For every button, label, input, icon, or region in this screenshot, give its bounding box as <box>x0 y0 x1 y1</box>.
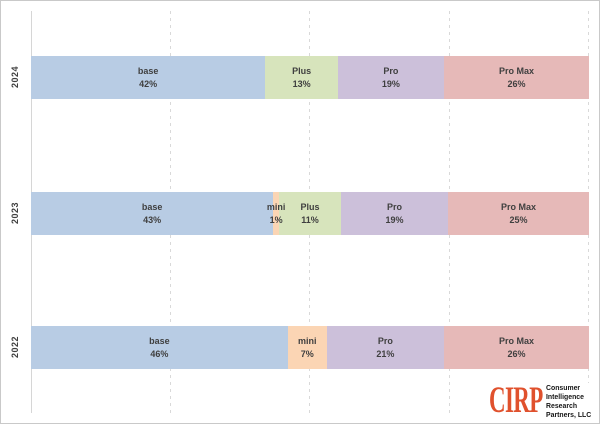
logo-text-line: Research <box>545 401 577 410</box>
segment-data-label: Plus 11% <box>300 201 319 227</box>
segment-value-label: 43% <box>143 214 162 225</box>
segment-value-label: 7% <box>300 348 314 359</box>
cirp-wordmark: CIRP <box>488 380 543 421</box>
segment-data-label: base 42% <box>138 65 159 91</box>
segment-name-label: mini <box>297 335 317 346</box>
logo-text-line: Intelligence <box>545 392 584 401</box>
segment-name-label: Pro Max <box>498 335 534 346</box>
segment-value-label: 19% <box>385 214 404 225</box>
segment-value-label: 25% <box>509 214 528 225</box>
segment-name-label: Pro <box>387 201 403 212</box>
segment-data-label: Pro Max 26% <box>499 65 534 91</box>
segment-name-label: Plus <box>292 65 312 76</box>
segment-name-label: base <box>137 65 159 76</box>
bar-segment-base: base 42% <box>31 56 266 99</box>
segment-name-label: base <box>149 335 170 346</box>
segment-data-label: mini 1% <box>267 201 286 227</box>
segment-value-label: 46% <box>150 348 169 359</box>
bar-segment-base: base 43% <box>31 192 274 235</box>
segment-data-label: Pro Max 25% <box>501 201 536 227</box>
segment-value-label: 13% <box>292 78 311 89</box>
bar-row-2022: base 46% mini 7% Pro 21% Pro Max 26% <box>31 326 590 369</box>
segment-data-label: base 46% <box>149 335 170 361</box>
logo-text-line: Partners, LLC <box>545 410 592 419</box>
year-label-2022: 2022 <box>10 336 20 359</box>
segment-data-label: mini 7% <box>298 335 317 361</box>
segment-name-label: Pro Max <box>498 65 534 76</box>
bar-segment-pro: Pro 19% <box>341 192 449 235</box>
segment-data-label: Pro 19% <box>382 65 400 91</box>
bar-segment-pro: Pro 21% <box>326 326 444 369</box>
segment-value-label: 26% <box>507 348 526 359</box>
cirp-logo-text: Consumer Intelligence Research Partners,… <box>546 383 591 419</box>
bar-segment-mini: mini 1% <box>267 192 285 235</box>
segment-data-label: Pro 21% <box>376 335 394 361</box>
segment-name-label: base <box>141 201 163 212</box>
segment-name-label: mini <box>266 201 286 212</box>
segment-value-label: 21% <box>376 348 395 359</box>
segment-data-label: Pro 19% <box>386 201 404 227</box>
bar-row-2023: base 43% mini 1% Plus 11% Pro 19% Pro Max 25% <box>31 192 589 235</box>
segment-value-label: 42% <box>139 78 158 89</box>
segment-value-label: 11% <box>301 214 319 225</box>
logo-text-line: Consumer <box>545 383 580 392</box>
bar-segment-pro: Pro 19% <box>337 56 444 99</box>
segment-name-label: Plus <box>300 201 320 212</box>
segment-data-label: Plus 13% <box>292 65 311 91</box>
bar-segment-plus: Plus 11% <box>279 192 341 235</box>
segment-name-label: Pro <box>377 335 393 346</box>
bar-segment-plus: Plus 13% <box>265 56 338 99</box>
bar-segment-pro-max: Pro Max 26% <box>443 56 589 99</box>
bar-segment-pro-max: Pro Max 26% <box>443 326 590 369</box>
year-label-2023: 2023 <box>10 202 20 225</box>
segment-name-label: Pro <box>383 65 399 76</box>
segment-data-label: Pro Max 26% <box>499 335 534 361</box>
segment-data-label: base 43% <box>142 201 163 227</box>
segment-value-label: 1% <box>269 214 283 225</box>
cirp-logo: CIRP Consumer Intelligence Research Part… <box>486 380 595 421</box>
bar-segment-base: base 46% <box>31 326 288 369</box>
bar-segment-mini: mini 7% <box>287 326 327 369</box>
segment-value-label: 26% <box>507 78 526 89</box>
year-label-2024: 2024 <box>10 66 20 89</box>
segment-name-label: Pro Max <box>501 201 537 212</box>
bar-row-2024: base 42% Plus 13% Pro 19% Pro Max 26% <box>31 56 589 99</box>
bar-segment-pro-max: Pro Max 25% <box>448 192 589 235</box>
segment-value-label: 19% <box>381 78 400 89</box>
